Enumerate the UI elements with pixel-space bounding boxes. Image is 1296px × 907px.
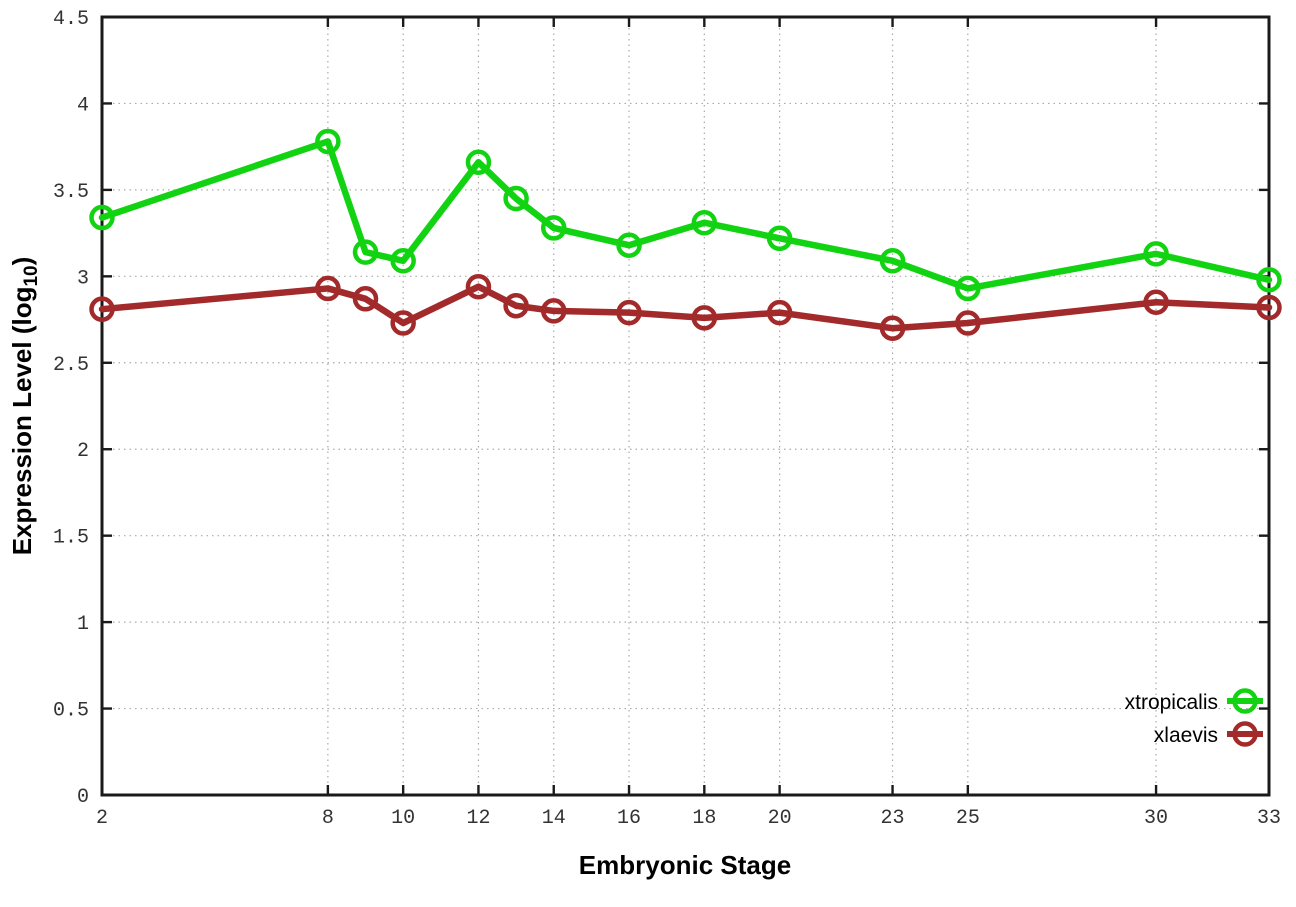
data-point-xtropicalis — [616, 232, 642, 258]
grid-layer — [102, 17, 1269, 795]
data-point-xlaevis — [315, 275, 341, 302]
series-layer — [89, 128, 1282, 341]
data-point-xtropicalis — [540, 215, 567, 241]
x-tick-label: 10 — [391, 807, 415, 830]
data-point-xlaevis — [879, 315, 906, 341]
data-point-xtropicalis — [879, 248, 906, 274]
y-tick-label: 1 — [77, 613, 89, 636]
y-tick-label: 2 — [77, 440, 89, 463]
legend-sample-marker-xtropicalis — [1232, 688, 1258, 714]
legend-label-xlaevis: xlaevis — [1154, 724, 1218, 747]
legend-label-xtropicalis: xtropicalis — [1125, 691, 1218, 714]
data-point-xtropicalis — [955, 275, 981, 302]
series-line-xlaevis — [98, 283, 1273, 332]
data-point-xlaevis — [352, 286, 379, 312]
plot-frame — [100, 15, 1271, 797]
y-tick-label: 4.5 — [53, 8, 89, 31]
data-point-xtropicalis — [691, 209, 718, 236]
y-tick-label: 3.5 — [53, 181, 89, 204]
y-tick-label: 0 — [77, 786, 89, 809]
data-point-xtropicalis — [1256, 267, 1282, 293]
tick-label-layer: 0 0.5 1 1.5 2 2.5 3 3.5 4 4.5 2 8 10 12 14 16 18 20 23 25 30… — [53, 8, 1281, 830]
data-point-xlaevis — [955, 310, 981, 336]
data-point-xtropicalis — [766, 225, 793, 252]
y-axis-title-end: ) — [7, 257, 37, 266]
data-point-xtropicalis — [503, 185, 529, 212]
data-point-xtropicalis — [465, 149, 492, 175]
data-point-xlaevis — [540, 298, 567, 324]
y-tick-label: 0.5 — [53, 700, 89, 723]
x-tick-label: 33 — [1257, 807, 1281, 830]
data-point-xlaevis — [1143, 289, 1169, 316]
legend: xtropicalis xlaevis — [1125, 688, 1263, 747]
y-axis-title: Expression Level (log10) — [7, 257, 42, 556]
data-point-xlaevis — [89, 296, 115, 322]
data-point-xtropicalis — [390, 248, 416, 274]
x-tick-label: 20 — [768, 807, 792, 830]
data-point-xlaevis — [465, 273, 492, 300]
x-tick-label: 25 — [956, 807, 980, 830]
y-tick-label: 4 — [77, 94, 89, 117]
legend-sample-marker-xlaevis — [1232, 721, 1258, 747]
data-point-xlaevis — [616, 299, 642, 326]
data-point-xlaevis — [503, 292, 529, 319]
x-axis-title: Embryonic Stage — [579, 850, 791, 880]
data-point-xtropicalis — [1143, 241, 1169, 267]
x-tick-label: 18 — [692, 807, 716, 830]
y-tick-label: 1.5 — [53, 527, 89, 550]
y-axis-title-main: Expression Level (log — [7, 287, 37, 556]
series-line-xtropicalis — [98, 138, 1273, 292]
data-point-xtropicalis — [315, 128, 341, 155]
data-point-xtropicalis — [89, 204, 115, 231]
frame-layer — [100, 15, 1271, 797]
x-tick-label: 2 — [96, 807, 108, 830]
data-point-xlaevis — [390, 310, 416, 336]
x-tick-label: 23 — [881, 807, 905, 830]
x-tick-label: 16 — [617, 807, 641, 830]
y-tick-label: 2.5 — [53, 354, 89, 377]
x-tick-label: 14 — [542, 807, 566, 830]
y-axis-title-subscript: 10 — [21, 265, 42, 286]
data-point-xlaevis — [766, 299, 793, 326]
y-tick-label: 3 — [77, 267, 89, 290]
data-point-xtropicalis — [352, 239, 379, 265]
data-point-xlaevis — [691, 305, 718, 331]
x-tick-label: 12 — [466, 807, 490, 830]
x-tick-label: 8 — [322, 807, 334, 830]
data-point-xlaevis — [1256, 294, 1282, 321]
x-tick-label: 30 — [1144, 807, 1168, 830]
